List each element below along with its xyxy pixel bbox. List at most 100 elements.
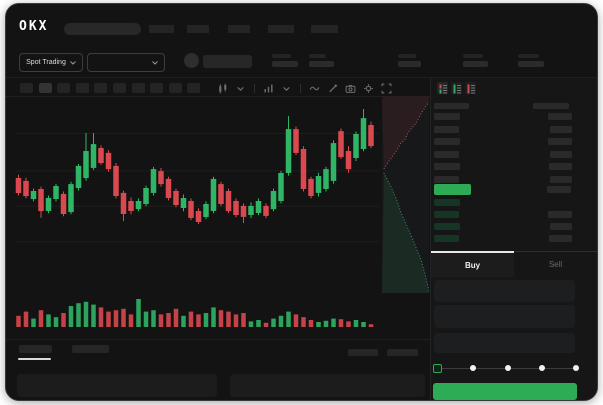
toolbar-divider	[6, 96, 430, 97]
amount-slider[interactable]	[433, 361, 579, 375]
slider-stop[interactable]	[504, 365, 511, 371]
ask-price-placeholder	[434, 125, 459, 133]
ask-row[interactable]	[434, 175, 572, 183]
price-chart[interactable]	[15, 96, 429, 328]
chevron-down-icon	[69, 60, 76, 65]
stat-value-placeholder	[309, 61, 334, 67]
timeframe-button[interactable]	[94, 83, 108, 93]
order-price-field[interactable]	[434, 280, 575, 302]
bid-row[interactable]	[434, 199, 572, 206]
nav-item-placeholder[interactable]	[268, 25, 294, 33]
market-stat	[518, 54, 544, 67]
market-stat	[398, 54, 421, 67]
bottom-tab-placeholder[interactable]	[19, 345, 52, 353]
ask-amount-placeholder	[550, 150, 572, 158]
chevron-down-icon	[152, 60, 158, 65]
bid-row[interactable]	[434, 235, 572, 242]
timeframe-button[interactable]	[75, 83, 89, 93]
interval-icon[interactable]	[263, 83, 274, 94]
nav-item-placeholder[interactable]	[228, 25, 250, 33]
ask-amount-placeholder	[550, 125, 572, 133]
timeframe-button[interactable]	[20, 83, 33, 93]
slider-stop[interactable]	[573, 365, 579, 371]
chevron-down-icon[interactable]	[235, 83, 246, 94]
depth-chart	[382, 96, 429, 293]
asks-book-icon[interactable]	[465, 82, 476, 94]
pair-name-placeholder[interactable]	[203, 55, 252, 68]
timeframe-button[interactable]	[38, 83, 52, 93]
last-price-bar[interactable]	[434, 184, 471, 195]
timeframe-button[interactable]	[131, 83, 145, 93]
tab-buy-label: Buy	[464, 260, 481, 270]
indicator-icon[interactable]	[217, 83, 228, 94]
camera-icon[interactable]	[345, 83, 356, 94]
ask-row[interactable]	[434, 163, 572, 170]
bid-row[interactable]	[434, 211, 572, 218]
bid-price-placeholder	[434, 223, 460, 230]
stat-value-placeholder	[272, 61, 298, 67]
ask-row[interactable]	[434, 138, 572, 145]
ask-price-placeholder	[434, 175, 459, 183]
bid-amount-placeholder	[548, 211, 572, 218]
bottom-control-placeholder[interactable]	[387, 349, 418, 356]
slider-stop[interactable]	[470, 365, 477, 371]
tab-sell-label: Sell	[548, 259, 563, 269]
ask-row[interactable]	[434, 125, 572, 133]
submit-order-button[interactable]	[433, 383, 577, 400]
orderbook-header-right-placeholder	[533, 103, 569, 109]
bottom-control-placeholder[interactable]	[348, 349, 378, 356]
timeframe-button[interactable]	[187, 83, 201, 93]
bids-book-icon[interactable]	[451, 82, 462, 94]
ask-row[interactable]	[434, 150, 572, 158]
nav-item-placeholder[interactable]	[149, 25, 174, 33]
market-type-dropdown[interactable]: Spot Trading	[19, 53, 83, 72]
stat-label-placeholder	[398, 54, 416, 58]
timeframe-button[interactable]	[150, 83, 164, 93]
candles	[15, 109, 374, 225]
market-type-label: Spot Trading	[26, 59, 66, 66]
chart-bottom-divider	[6, 339, 430, 340]
volume-bars	[16, 299, 374, 327]
bottom-tab-placeholder[interactable]	[72, 345, 109, 353]
slider-stop-handle[interactable]	[433, 363, 442, 373]
timeframe-button[interactable]	[113, 83, 126, 93]
slider-stop[interactable]	[538, 365, 545, 371]
instrument-dropdown[interactable]	[87, 53, 165, 72]
draw-icon[interactable]	[327, 83, 338, 94]
stat-label-placeholder	[463, 54, 483, 58]
bid-price-placeholder	[434, 199, 460, 206]
ask-row[interactable]	[434, 113, 572, 120]
stat-value-placeholder	[398, 61, 421, 67]
timeframe-button[interactable]	[168, 83, 182, 93]
bid-price-placeholder	[434, 211, 459, 218]
combined-book-icon[interactable]	[437, 82, 448, 94]
stat-value-placeholder	[518, 61, 544, 67]
bid-row[interactable]	[434, 223, 572, 230]
orderbook-bids	[434, 199, 572, 242]
orderbook-header-left-placeholder	[434, 103, 469, 109]
pair-avatar	[184, 53, 199, 68]
tab-sell[interactable]: Sell	[514, 251, 597, 276]
ask-amount-placeholder	[548, 113, 572, 120]
ask-price-placeholder	[434, 113, 460, 120]
tab-buy[interactable]: Buy	[431, 251, 514, 277]
nav-item-placeholder[interactable]	[311, 25, 338, 33]
settings-icon[interactable]	[363, 83, 374, 94]
bid-price-placeholder	[434, 235, 459, 242]
fullscreen-icon[interactable]	[381, 83, 392, 94]
chevron-down-icon[interactable]	[281, 83, 292, 94]
panel-divider	[430, 78, 431, 400]
global-search-input[interactable]	[64, 23, 141, 35]
order-amount-field[interactable]	[434, 305, 575, 328]
nav-item-placeholder[interactable]	[187, 25, 209, 33]
last-price-amount-placeholder	[547, 186, 571, 193]
toolbar-icon-divider	[254, 84, 255, 93]
market-stat	[463, 54, 488, 67]
ask-amount-placeholder	[548, 138, 572, 145]
order-total-field[interactable]	[434, 333, 575, 353]
line-style-icon[interactable]	[309, 83, 320, 94]
orderbook-view-toggles	[437, 82, 476, 94]
orders-panel-placeholder	[17, 374, 217, 397]
stat-label-placeholder	[518, 54, 539, 58]
timeframe-button[interactable]	[57, 83, 71, 93]
